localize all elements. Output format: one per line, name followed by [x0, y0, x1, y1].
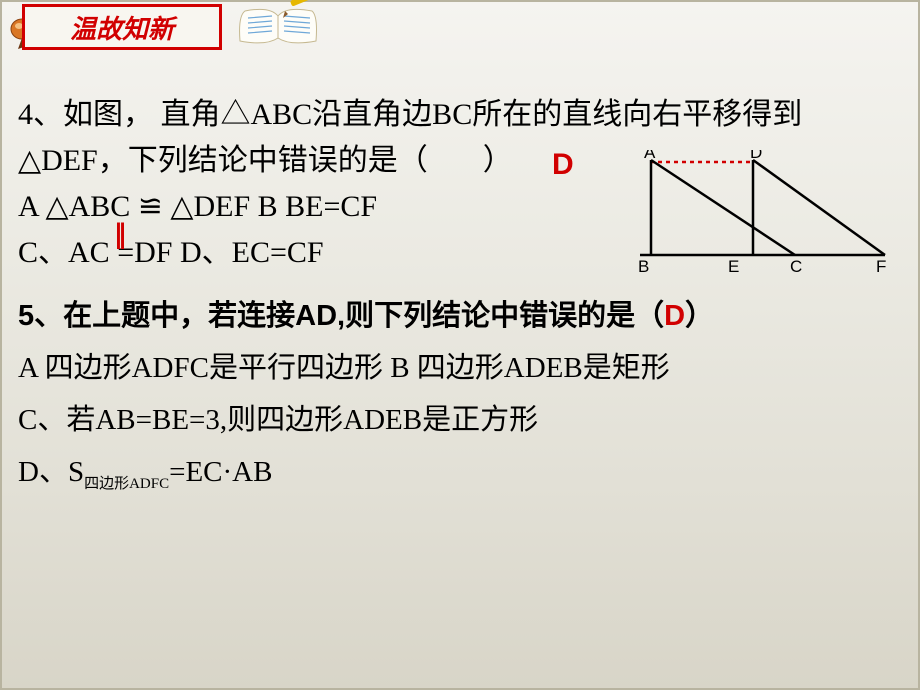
q4-line1: 4、如图， 直角△ABC沿直角边BC所在的直线向右平移得到 — [18, 92, 910, 138]
q4-line2-pre: △DEF，下列结论中错误的是（ — [18, 144, 428, 177]
triangle-diagram: A D B E C F — [630, 150, 890, 275]
label-D: D — [750, 150, 762, 162]
label-F: F — [876, 257, 886, 275]
q5-optD: D、S四边形ADFC=EC·AB — [18, 446, 910, 510]
q5-stem-pre: 5、在上题中，若连接AD,则下列结论中错误的是（ — [18, 300, 664, 332]
q4-line2-post: ） — [483, 144, 513, 177]
q5-optd-pre: D、S — [18, 456, 84, 488]
parallel-symbol: ∥ — [114, 212, 127, 258]
q5-optd-sub: 四边形ADFC — [84, 476, 169, 492]
q5-stem-post: ） — [685, 300, 714, 332]
q5-optC: C、若AB=BE=3,则四边形ADEB是正方形 — [18, 394, 910, 446]
q4-optc-post: DF D、EC=CF — [134, 236, 323, 269]
header-box: 温故知新 — [22, 4, 222, 50]
header-title: 温故知新 — [70, 9, 174, 46]
notebook-icon — [230, 0, 330, 61]
q4-answer: D — [552, 142, 574, 188]
q5-answer: D — [664, 300, 685, 332]
label-C: C — [790, 257, 802, 275]
q4-optc-pre: C、AC — [18, 236, 117, 269]
q5-stem: 5、在上题中，若连接AD,则下列结论中错误的是（D） — [18, 290, 910, 342]
label-A: A — [644, 150, 656, 162]
label-B: B — [638, 257, 649, 275]
q5-block: 5、在上题中，若连接AD,则下列结论中错误的是（D） A 四边形ADFC是平行四… — [18, 290, 910, 510]
label-E: E — [728, 257, 739, 275]
q5-optA: A 四边形ADFC是平行四边形 B 四边形ADEB是矩形 — [18, 342, 910, 394]
q5-optd-post: =EC·AB — [169, 456, 272, 488]
